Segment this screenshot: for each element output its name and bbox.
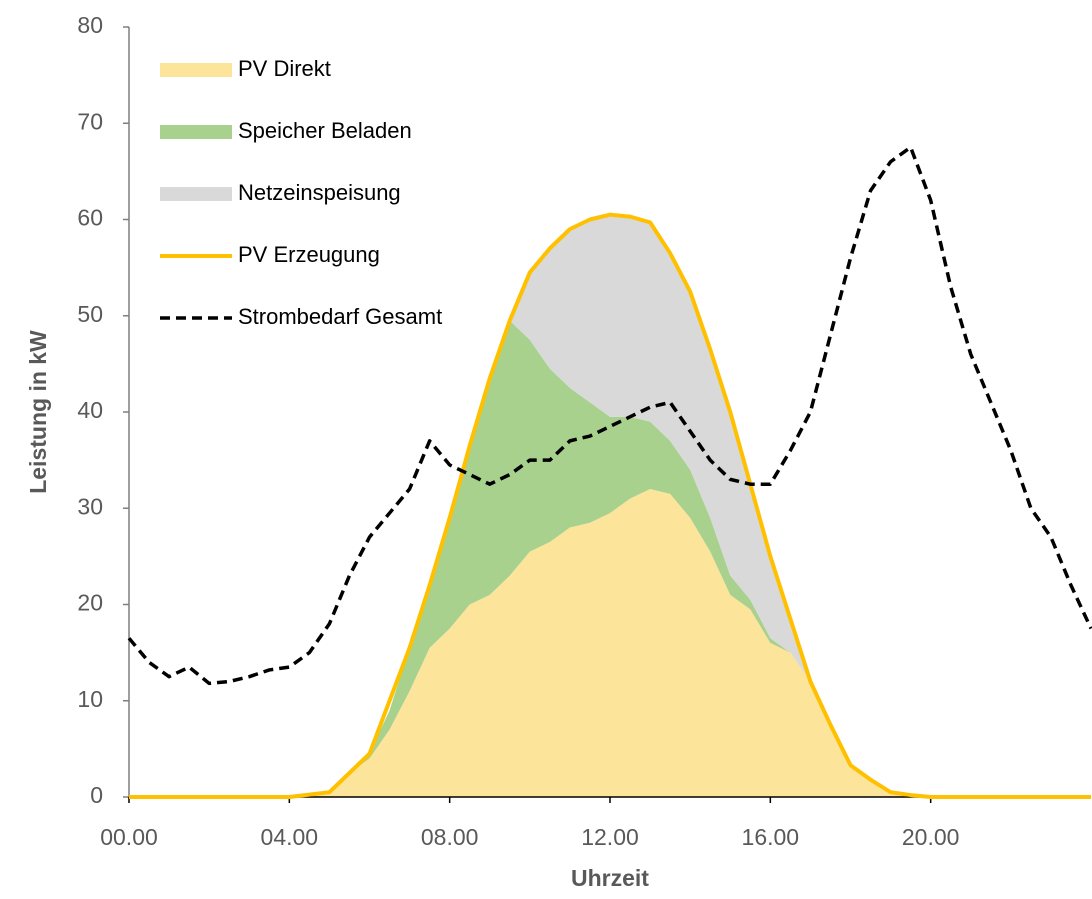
y-tick-label: 40 <box>77 397 103 423</box>
x-axis-title: Uhrzeit <box>571 865 649 891</box>
line <box>127 145 1092 686</box>
legend-swatch <box>160 125 232 139</box>
legend-label: PV Direkt <box>238 56 331 81</box>
y-tick-label: 70 <box>77 108 103 134</box>
area <box>129 214 1091 797</box>
y-axis-title: Leistung in kW <box>25 330 51 494</box>
x-tick-label: 00.00 <box>100 824 158 850</box>
y-tick-label: 60 <box>77 205 103 231</box>
x-tick-label: 04.00 <box>261 824 319 850</box>
legend-swatch <box>160 63 232 77</box>
legend-label: Netzeinspeisung <box>238 180 401 205</box>
y-tick-label: 10 <box>77 686 103 712</box>
legend-swatch <box>160 187 232 201</box>
y-tick-label: 80 <box>77 12 103 38</box>
x-tick-label: 08.00 <box>421 824 479 850</box>
y-tick-label: 50 <box>77 301 103 327</box>
y-tick-label: 30 <box>77 493 103 519</box>
x-tick-label: 20.00 <box>902 824 960 850</box>
legend-label: Strombedarf Gesamt <box>238 304 442 329</box>
line <box>129 212 1091 799</box>
legend-label: Speicher Beladen <box>238 118 412 143</box>
legend-label: PV Erzeugung <box>238 242 380 267</box>
y-tick-label: 20 <box>77 590 103 616</box>
y-tick-label: 0 <box>90 782 103 808</box>
x-tick-label: 12.00 <box>581 824 639 850</box>
area <box>129 489 1091 797</box>
x-tick-label: 16.00 <box>742 824 800 850</box>
